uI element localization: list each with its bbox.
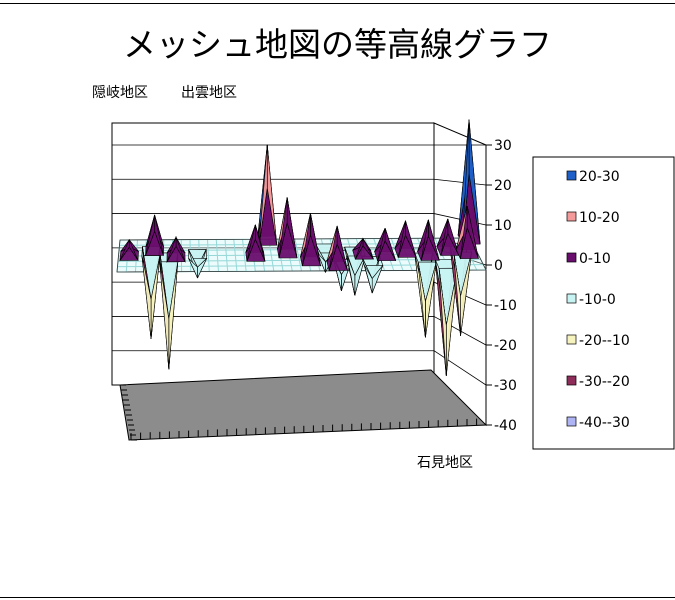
peak-face	[355, 238, 364, 260]
z-tick-label: -40	[494, 418, 517, 434]
z-tick-label: 10	[494, 218, 512, 234]
side-gridline	[433, 178, 487, 186]
peak-face	[460, 206, 468, 259]
legend-swatch	[566, 252, 577, 263]
pit-face	[453, 252, 461, 336]
region-label-oki: 隠岐地区	[92, 85, 148, 101]
z-tick-label: 30	[494, 138, 512, 154]
peak-face	[440, 218, 449, 256]
region-label-izumo: 出雲地区	[181, 85, 237, 101]
pit-face	[346, 255, 356, 296]
peak-face	[145, 214, 155, 256]
legend-label: 10-20	[579, 210, 620, 226]
legend-box	[532, 156, 675, 450]
mesh-line	[294, 238, 302, 272]
peak-face	[420, 219, 429, 261]
peak-face	[166, 237, 177, 262]
top-rule	[0, 3, 675, 4]
z-tick-label: -20	[494, 338, 517, 354]
legend-swatch	[566, 375, 577, 386]
z-tick-label: -30	[494, 378, 517, 394]
peak-face	[246, 224, 256, 262]
bottom-rule	[0, 597, 675, 598]
region-label-iwami: 石見地区	[417, 455, 473, 471]
pit-face	[188, 258, 198, 279]
side-gridline	[433, 350, 487, 386]
peak-face	[119, 239, 130, 261]
legend-label: -20--10	[579, 333, 630, 349]
legend-swatch	[566, 170, 577, 181]
mesh-line	[242, 239, 247, 272]
legend-swatch	[566, 293, 577, 304]
legend-label: 20-30	[579, 169, 620, 185]
mesh-line	[207, 239, 210, 272]
legend-swatch	[566, 211, 577, 222]
legend-swatch	[566, 334, 577, 345]
legend-label: 0-10	[579, 251, 611, 267]
peak-face	[301, 213, 311, 266]
pit-face	[141, 255, 152, 340]
peak-face	[258, 144, 268, 246]
chart-title: メッシュ地図の等高線グラフ	[123, 25, 552, 64]
mesh-line	[224, 239, 229, 272]
peak-face	[377, 228, 386, 261]
legend-label: -10-0	[579, 292, 616, 308]
pit-face	[364, 265, 373, 294]
pit-face	[438, 268, 447, 376]
mesh-line	[215, 239, 219, 272]
legend-label: -40--30	[579, 415, 630, 431]
peak-face	[328, 225, 338, 271]
peak-face	[462, 119, 470, 245]
peak-face	[278, 197, 288, 259]
floor	[119, 369, 488, 441]
legend-swatch	[566, 416, 577, 427]
pit-face	[317, 252, 326, 273]
mesh-line	[233, 239, 238, 272]
pit-face	[417, 261, 426, 338]
z-tick-label: 0	[494, 258, 503, 274]
peak-face	[397, 220, 406, 258]
pit-face	[159, 261, 170, 370]
z-tick-label: -10	[494, 298, 517, 314]
z-tick-label: 20	[494, 178, 512, 194]
legend-label: -30--20	[579, 374, 630, 390]
